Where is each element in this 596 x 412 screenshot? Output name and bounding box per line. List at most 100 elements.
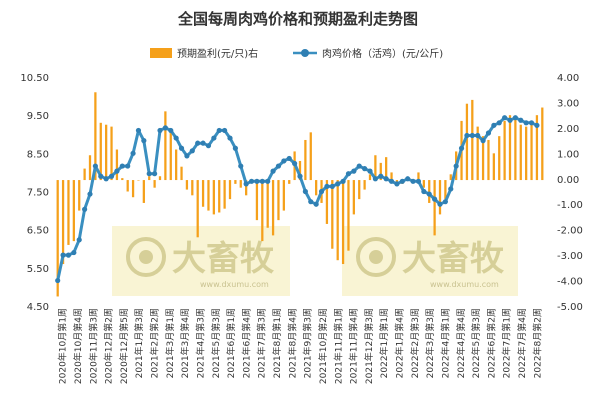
price-point: [410, 178, 416, 184]
price-point: [318, 188, 325, 195]
price-point: [485, 130, 492, 136]
bar: [142, 180, 145, 203]
bar: [352, 180, 355, 215]
x-tick-label: 2022年4月第1周: [439, 308, 451, 378]
left-tick-label: 8.50: [27, 149, 49, 160]
bar: [191, 180, 194, 196]
x-tick-label: 2020年11月第3周: [87, 308, 99, 384]
price-point: [119, 163, 125, 169]
x-tick-label: 2021年5月第3周: [210, 308, 222, 378]
price-point: [286, 155, 292, 162]
bar: [88, 155, 92, 181]
bar: [158, 176, 162, 181]
price-point: [383, 176, 389, 182]
bar: [368, 174, 372, 181]
price-point: [448, 186, 454, 192]
price-point: [157, 127, 163, 134]
right-tick-label: -2.00: [557, 226, 583, 237]
x-tick-label: 2022年2月第3周: [409, 308, 421, 378]
price-point: [340, 178, 346, 184]
legend: 预期盈利(元/只)右 肉鸡价格（活鸡）(元/公斤): [150, 47, 443, 60]
bar: [471, 99, 474, 181]
price-point: [238, 163, 244, 169]
price-point: [205, 143, 212, 149]
bar: [379, 162, 382, 181]
right-tick-label: 0.00: [557, 175, 579, 186]
price-point: [453, 163, 459, 169]
watermark-logo-dot-icon: [369, 250, 383, 264]
x-tick-label: 2021年8月第1周: [271, 308, 283, 378]
bar: [56, 180, 59, 297]
x-tick-label: 2022年1月第4周: [394, 308, 406, 378]
bar: [67, 180, 70, 245]
bar: [175, 149, 178, 181]
left-tick-label: 6.50: [27, 226, 49, 237]
bar: [498, 136, 501, 181]
price-point: [168, 127, 174, 134]
bar: [288, 180, 291, 184]
legend-marker: [301, 49, 309, 57]
price-point: [76, 237, 82, 243]
x-tick-label: 2022年6月第2周: [485, 308, 497, 378]
bar: [374, 155, 377, 181]
price-point: [502, 115, 508, 121]
bar: [530, 124, 533, 181]
price-point: [367, 168, 373, 174]
bar: [503, 120, 506, 181]
chart-title: 全国每周肉鸡价格和预期盈利走势图: [177, 10, 418, 28]
price-point: [184, 153, 190, 159]
left-tick-label: 9.50: [27, 111, 49, 122]
price-point: [442, 199, 448, 205]
bar: [185, 180, 189, 190]
x-axis: 2020年10月第1周 2020年10月第4周 2020年11月第3周 2020年12…: [57, 308, 544, 384]
x-tick-label: 2020年10月第4周: [72, 308, 84, 384]
bar: [94, 92, 97, 181]
price-point: [308, 199, 314, 205]
watermark-text: 大畜牧: [172, 239, 275, 279]
bar: [245, 180, 248, 196]
x-tick-label: 2022年5月第3周: [470, 308, 482, 378]
price-point: [297, 173, 303, 179]
price-point: [232, 145, 238, 151]
x-tick-label: 2022年4月第4周: [455, 308, 467, 378]
price-point: [259, 178, 265, 184]
bar: [131, 180, 135, 198]
bar: [164, 111, 167, 181]
price-point: [98, 173, 104, 179]
bar: [105, 124, 108, 181]
price-point: [302, 188, 308, 195]
price-point: [405, 176, 411, 182]
price-point: [292, 160, 298, 167]
right-tick-label: -3.00: [557, 251, 583, 262]
right-tick-label: 4.00: [557, 73, 579, 84]
price-point: [141, 138, 147, 144]
price-point: [512, 115, 518, 121]
price-point: [496, 120, 502, 126]
price-point: [189, 148, 195, 154]
price-point: [178, 145, 185, 151]
bar: [358, 180, 361, 200]
bar: [519, 124, 522, 181]
price-point: [130, 150, 136, 156]
price-point: [82, 206, 88, 212]
bar: [298, 160, 302, 181]
price-point: [518, 117, 524, 123]
x-tick-label: 2022年7月第4周: [516, 308, 528, 378]
left-tick-label: 5.50: [27, 264, 49, 275]
bar: [180, 166, 183, 181]
price-point: [335, 181, 341, 187]
bar: [363, 180, 366, 190]
bar: [72, 180, 75, 242]
left-axis: 4.50 5.50 6.50 7.50 8.50 9.50 10.50: [20, 73, 49, 313]
bar: [228, 180, 232, 200]
watermark-text: 大畜牧: [402, 239, 505, 279]
legend-label-line: 肉鸡价格（活鸡）(元/公斤): [322, 47, 443, 60]
price-point: [103, 176, 109, 182]
price-point: [216, 127, 222, 134]
price-point: [211, 135, 217, 141]
bar: [417, 172, 420, 181]
price-point: [92, 163, 98, 169]
x-tick-label: 2021年11月第4周: [348, 308, 360, 384]
bar: [282, 180, 285, 211]
bar: [487, 139, 490, 181]
